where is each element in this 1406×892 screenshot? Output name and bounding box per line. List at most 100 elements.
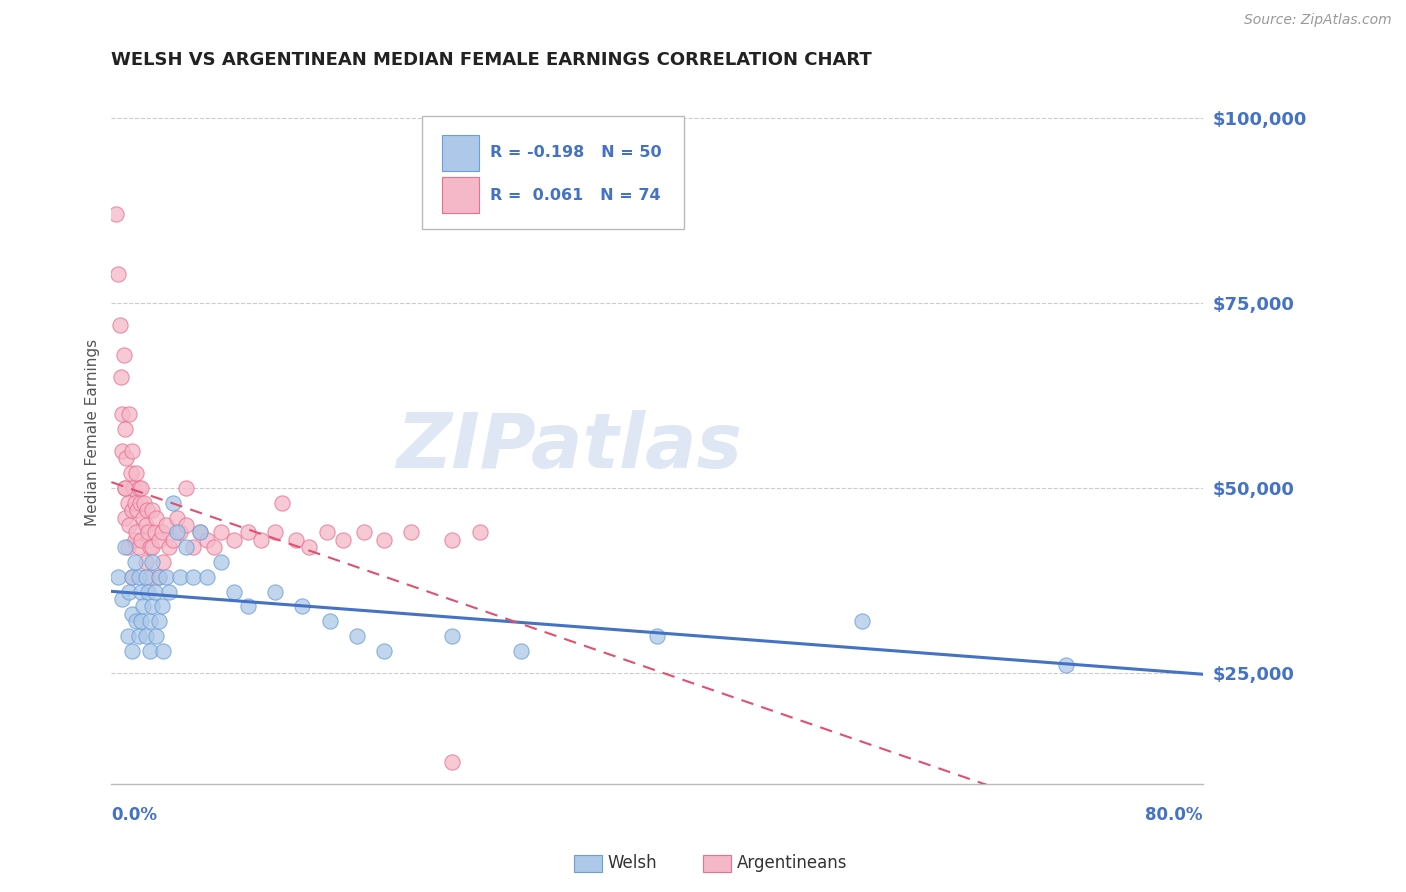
Point — [141, 540, 163, 554]
Point — [110, 370, 132, 384]
Point — [291, 599, 314, 614]
Text: Source: ZipAtlas.com: Source: ZipAtlas.com — [1244, 13, 1392, 28]
Point — [114, 481, 136, 495]
Point — [188, 525, 211, 540]
Point — [166, 525, 188, 540]
Point — [107, 267, 129, 281]
Text: R =  0.061   N = 74: R = 0.061 N = 74 — [491, 187, 661, 202]
Point — [152, 643, 174, 657]
Point — [114, 510, 136, 524]
Point — [236, 599, 259, 614]
Point — [118, 518, 141, 533]
Point — [135, 503, 157, 517]
Point — [270, 496, 292, 510]
Point — [128, 629, 150, 643]
FancyBboxPatch shape — [422, 117, 685, 229]
Point — [112, 348, 135, 362]
Point — [136, 525, 159, 540]
Point — [131, 481, 153, 495]
Point — [132, 510, 155, 524]
Point — [150, 599, 173, 614]
Point — [118, 407, 141, 421]
Point — [134, 570, 156, 584]
Point — [346, 629, 368, 643]
Point — [141, 599, 163, 614]
Point — [851, 614, 873, 628]
Point — [209, 555, 232, 569]
Point — [162, 533, 184, 547]
Point — [128, 481, 150, 495]
FancyBboxPatch shape — [441, 177, 479, 213]
Text: WELSH VS ARGENTINEAN MEDIAN FEMALE EARNINGS CORRELATION CHART: WELSH VS ARGENTINEAN MEDIAN FEMALE EARNI… — [111, 51, 872, 69]
Point — [134, 518, 156, 533]
Point — [373, 643, 395, 657]
Point — [509, 643, 531, 657]
Point — [111, 444, 134, 458]
Point — [124, 533, 146, 547]
Point — [121, 503, 143, 517]
Point — [188, 525, 211, 540]
Point — [115, 451, 138, 466]
Point — [181, 540, 204, 554]
Point — [224, 533, 246, 547]
Point — [1054, 658, 1077, 673]
Point — [441, 629, 464, 643]
Point — [169, 525, 191, 540]
Point — [117, 496, 139, 510]
Point — [108, 318, 131, 333]
Point — [224, 584, 246, 599]
Point — [181, 570, 204, 584]
Point — [121, 570, 143, 584]
Point — [124, 496, 146, 510]
Point — [162, 496, 184, 510]
Point — [141, 555, 163, 569]
Point — [141, 503, 163, 517]
Point — [148, 533, 170, 547]
Point — [284, 533, 307, 547]
Point — [125, 525, 148, 540]
Point — [117, 629, 139, 643]
Point — [114, 481, 136, 495]
Point — [121, 444, 143, 458]
Y-axis label: Median Female Earnings: Median Female Earnings — [86, 339, 100, 526]
Text: Argentineans: Argentineans — [737, 855, 848, 872]
Point — [176, 481, 198, 495]
Point — [318, 614, 340, 628]
Point — [121, 607, 143, 621]
FancyBboxPatch shape — [441, 135, 479, 171]
Point — [111, 591, 134, 606]
Point — [143, 584, 166, 599]
Point — [468, 525, 491, 540]
Point — [236, 525, 259, 540]
Point — [176, 518, 198, 533]
Point — [250, 533, 273, 547]
Point — [145, 629, 167, 643]
Point — [121, 570, 143, 584]
Point — [117, 540, 139, 554]
Point — [138, 614, 160, 628]
Point — [138, 570, 160, 584]
Text: Welsh: Welsh — [607, 855, 657, 872]
Text: 0.0%: 0.0% — [111, 806, 157, 824]
Point — [131, 614, 153, 628]
Point — [143, 525, 166, 540]
Point — [111, 407, 134, 421]
Point — [128, 570, 150, 584]
Point — [134, 555, 156, 569]
Point — [131, 584, 153, 599]
Text: R = -0.198   N = 50: R = -0.198 N = 50 — [491, 145, 662, 161]
Text: ZIPatlas: ZIPatlas — [396, 409, 742, 483]
Point — [155, 518, 177, 533]
Point — [138, 643, 160, 657]
Point — [169, 570, 191, 584]
Point — [150, 525, 173, 540]
Point — [264, 525, 287, 540]
Point — [125, 467, 148, 481]
Point — [125, 614, 148, 628]
Point — [298, 540, 321, 554]
Text: 80.0%: 80.0% — [1144, 806, 1202, 824]
Point — [441, 755, 464, 769]
Point — [195, 570, 218, 584]
Point — [148, 570, 170, 584]
Point — [157, 540, 180, 554]
